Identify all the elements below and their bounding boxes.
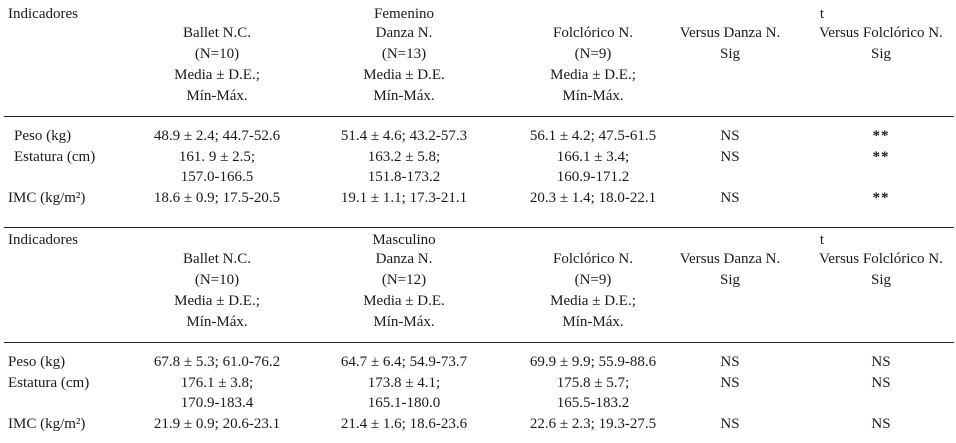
cell-sig-danza: NS xyxy=(720,375,740,391)
female-col-ballet-n: (N=10) xyxy=(194,46,240,62)
cell-folk-range: 165.5-183.2 xyxy=(556,395,630,411)
cell-danza: 51.4 ± 4.6; 43.2-57.3 xyxy=(340,128,468,144)
male-col-ballet-stat: Media ± D.E.; xyxy=(174,293,260,309)
cell-sig-danza: NS xyxy=(720,354,740,370)
cell-ballet: 176.1 ± 3.8; xyxy=(180,375,254,391)
male-t-header: t xyxy=(819,232,825,248)
male-col-danza-stat: Media ± D.E. xyxy=(363,293,445,309)
male-col-folk-n: (N=9) xyxy=(574,272,612,288)
male-col-danza-range: Mín-Máx. xyxy=(373,314,435,330)
male-col-folk-range: Mín-Máx. xyxy=(562,314,624,330)
cell-sig-folk: ** xyxy=(872,128,890,144)
cell-ballet: 48.9 ± 2.4; 44.7-52.6 xyxy=(153,128,281,144)
cell-danza-range: 151.8-173.2 xyxy=(367,169,441,185)
cell-folk-range: 160.9-171.2 xyxy=(556,169,630,185)
cell-sig-danza: NS xyxy=(720,128,740,144)
female-col-folk-n: (N=9) xyxy=(574,46,612,62)
cell-folk: 20.3 ± 1.4; 18.0-22.1 xyxy=(529,190,657,206)
male-col-danza-n: (N=12) xyxy=(381,272,427,288)
male-group-title: Masculino xyxy=(372,232,436,248)
cell-sig-folk: NS xyxy=(871,375,891,391)
row-label: Estatura (cm) xyxy=(14,149,96,165)
cell-sig-folk: ** xyxy=(872,190,890,206)
female-header-divider xyxy=(4,116,954,117)
cell-ballet-range: 170.9-183.4 xyxy=(180,395,254,411)
cell-sig-danza: NS xyxy=(720,416,740,432)
male-col-ballet-n: (N=10) xyxy=(194,272,240,288)
male-col-ballet-name: Ballet N.C. xyxy=(183,251,251,267)
female-col-danza-n: (N=13) xyxy=(381,46,427,62)
male-col-vs-danza: Versus Danza N. xyxy=(679,251,781,267)
cell-sig-danza: NS xyxy=(720,190,740,206)
cell-sig-danza: NS xyxy=(720,149,740,165)
male-col-vs-folk-sig: Sig xyxy=(870,272,892,288)
cell-danza: 163.2 ± 5.8; xyxy=(367,149,441,165)
cell-danza: 173.8 ± 4.1; xyxy=(367,375,441,391)
female-col-ballet-name: Ballet N.C. xyxy=(183,25,251,41)
cell-danza: 21.4 ± 1.6; 18.6-23.6 xyxy=(340,416,468,432)
female-col-ballet-stat: Media ± D.E.; xyxy=(174,67,260,83)
female-col-ballet-range: Mín-Máx. xyxy=(186,88,248,104)
male-col-danza-name: Danza N. xyxy=(375,251,433,267)
female-col-vs-folk: Versus Folclórico N. xyxy=(819,25,943,41)
cell-folk: 166.1 ± 3.4; xyxy=(556,149,630,165)
row-label: Peso (kg) xyxy=(8,354,66,370)
female-col-vs-danza: Versus Danza N. xyxy=(679,25,781,41)
female-col-folk-range: Mín-Máx. xyxy=(562,88,624,104)
row-label: IMC (kg/m²) xyxy=(8,416,86,432)
male-col-vs-folk: Versus Folclórico N. xyxy=(819,251,943,267)
row-label: Peso (kg) xyxy=(14,128,72,144)
female-col-danza-name: Danza N. xyxy=(375,25,433,41)
female-col-folk-name: Folclórico N. xyxy=(553,25,633,41)
cell-sig-folk: ** xyxy=(872,149,890,165)
cell-ballet-range: 157.0-166.5 xyxy=(180,169,254,185)
row-label: Estatura (cm) xyxy=(8,375,90,391)
female-indicators-header: Indicadores xyxy=(8,6,78,22)
male-header-divider xyxy=(4,342,954,343)
cell-ballet: 18.6 ± 0.9; 17.5-20.5 xyxy=(153,190,281,206)
male-col-vs-danza-sig: Sig xyxy=(719,272,741,288)
cell-folk: 56.1 ± 4.2; 47.5-61.5 xyxy=(529,128,657,144)
cell-folk: 175.8 ± 5.7; xyxy=(556,375,630,391)
male-col-folk-name: Folclórico N. xyxy=(553,251,633,267)
male-indicators-header: Indicadores xyxy=(8,232,78,248)
section-divider xyxy=(4,227,954,228)
female-col-vs-folk-sig: Sig xyxy=(870,46,892,62)
cell-danza-range: 165.1-180.0 xyxy=(367,395,441,411)
female-col-folk-stat: Media ± D.E.; xyxy=(550,67,636,83)
cell-ballet: 161. 9 ± 2.5; xyxy=(178,149,256,165)
female-group-title: Femenino xyxy=(374,6,434,22)
cell-ballet: 21.9 ± 0.9; 20.6-23.1 xyxy=(153,416,281,432)
cell-sig-folk: NS xyxy=(871,354,891,370)
female-col-vs-danza-sig: Sig xyxy=(719,46,741,62)
cell-danza: 19.1 ± 1.1; 17.3-21.1 xyxy=(340,190,468,206)
cell-sig-folk: NS xyxy=(871,416,891,432)
male-col-ballet-range: Mín-Máx. xyxy=(186,314,248,330)
cell-folk: 69.9 ± 9.9; 55.9-88.6 xyxy=(529,354,657,370)
male-col-folk-stat: Media ± D.E.; xyxy=(550,293,636,309)
cell-danza: 64.7 ± 6.4; 54.9-73.7 xyxy=(340,354,468,370)
cell-ballet: 67.8 ± 5.3; 61.0-76.2 xyxy=(153,354,281,370)
female-col-danza-range: Mín-Máx. xyxy=(373,88,435,104)
female-col-danza-stat: Media ± D.E. xyxy=(363,67,445,83)
row-label: IMC (kg/m²) xyxy=(8,190,86,206)
female-t-header: t xyxy=(819,6,825,22)
cell-folk: 22.6 ± 2.3; 19.3-27.5 xyxy=(529,416,657,432)
